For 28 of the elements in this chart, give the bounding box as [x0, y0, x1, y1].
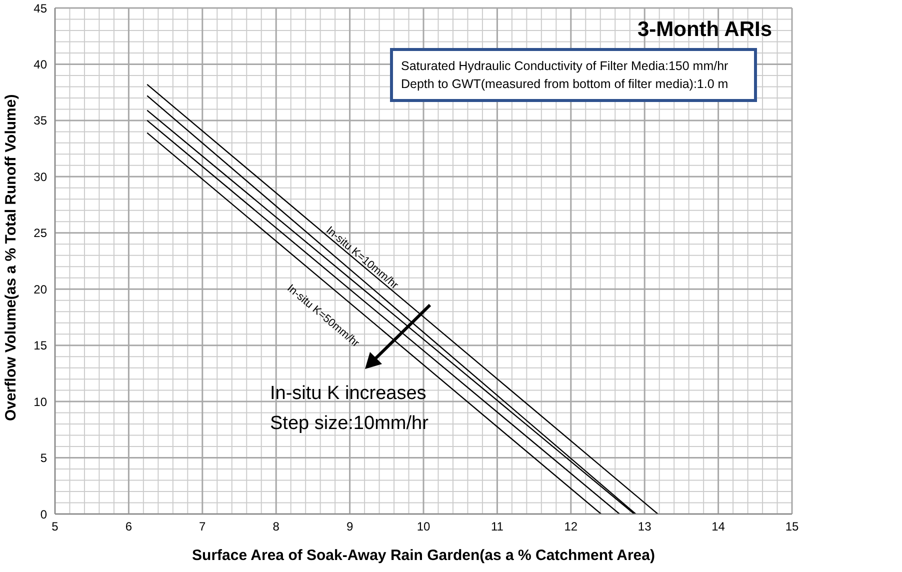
x-tick-label: 14	[712, 520, 726, 534]
y-tick-label: 0	[40, 507, 48, 522]
x-tick-label: 12	[564, 520, 578, 534]
x-tick-label: 10	[416, 520, 430, 534]
y-tick-label: 15	[34, 338, 48, 353]
annotation: Saturated Hydraulic Conductivity of Filter Media:150 mm/hr	[401, 58, 730, 75]
x-tick-label: 7	[199, 520, 206, 534]
x-tick-label: 15	[785, 520, 799, 534]
x-tick-label: 6	[125, 520, 132, 534]
y-tick-label: 10	[34, 394, 48, 409]
y-tick-label: 30	[34, 170, 48, 184]
x-tick-label: 5	[52, 520, 59, 534]
y-axis-title: Overflow Volume(as a % Total Runoff Volume)	[2, 94, 20, 421]
x-tick-label: 11	[490, 520, 504, 534]
x-axis-title: Surface Area of Soak-Away Rain Garden(as a % Catchment Area)	[192, 547, 655, 564]
y-tick-label: 5	[40, 451, 48, 466]
annotation: Step size:10mm/hr	[270, 413, 428, 435]
annotation: In-situ K increases	[270, 383, 426, 405]
x-tick-label: 9	[346, 520, 354, 534]
y-tick-label: 25	[34, 226, 48, 240]
text: 3-Month ARIs	[637, 18, 772, 42]
y-tick-label: 20	[34, 282, 48, 296]
annotation: Depth to GWT(measured from bottom of filter media):1.0 m	[401, 76, 730, 93]
y-tick-label: 40	[34, 57, 48, 72]
x-tick-label: 8	[272, 520, 280, 534]
y-tick-label: 45	[34, 1, 48, 16]
y-tick-label: 35	[34, 114, 48, 128]
x-tick-label: 13	[638, 520, 652, 534]
